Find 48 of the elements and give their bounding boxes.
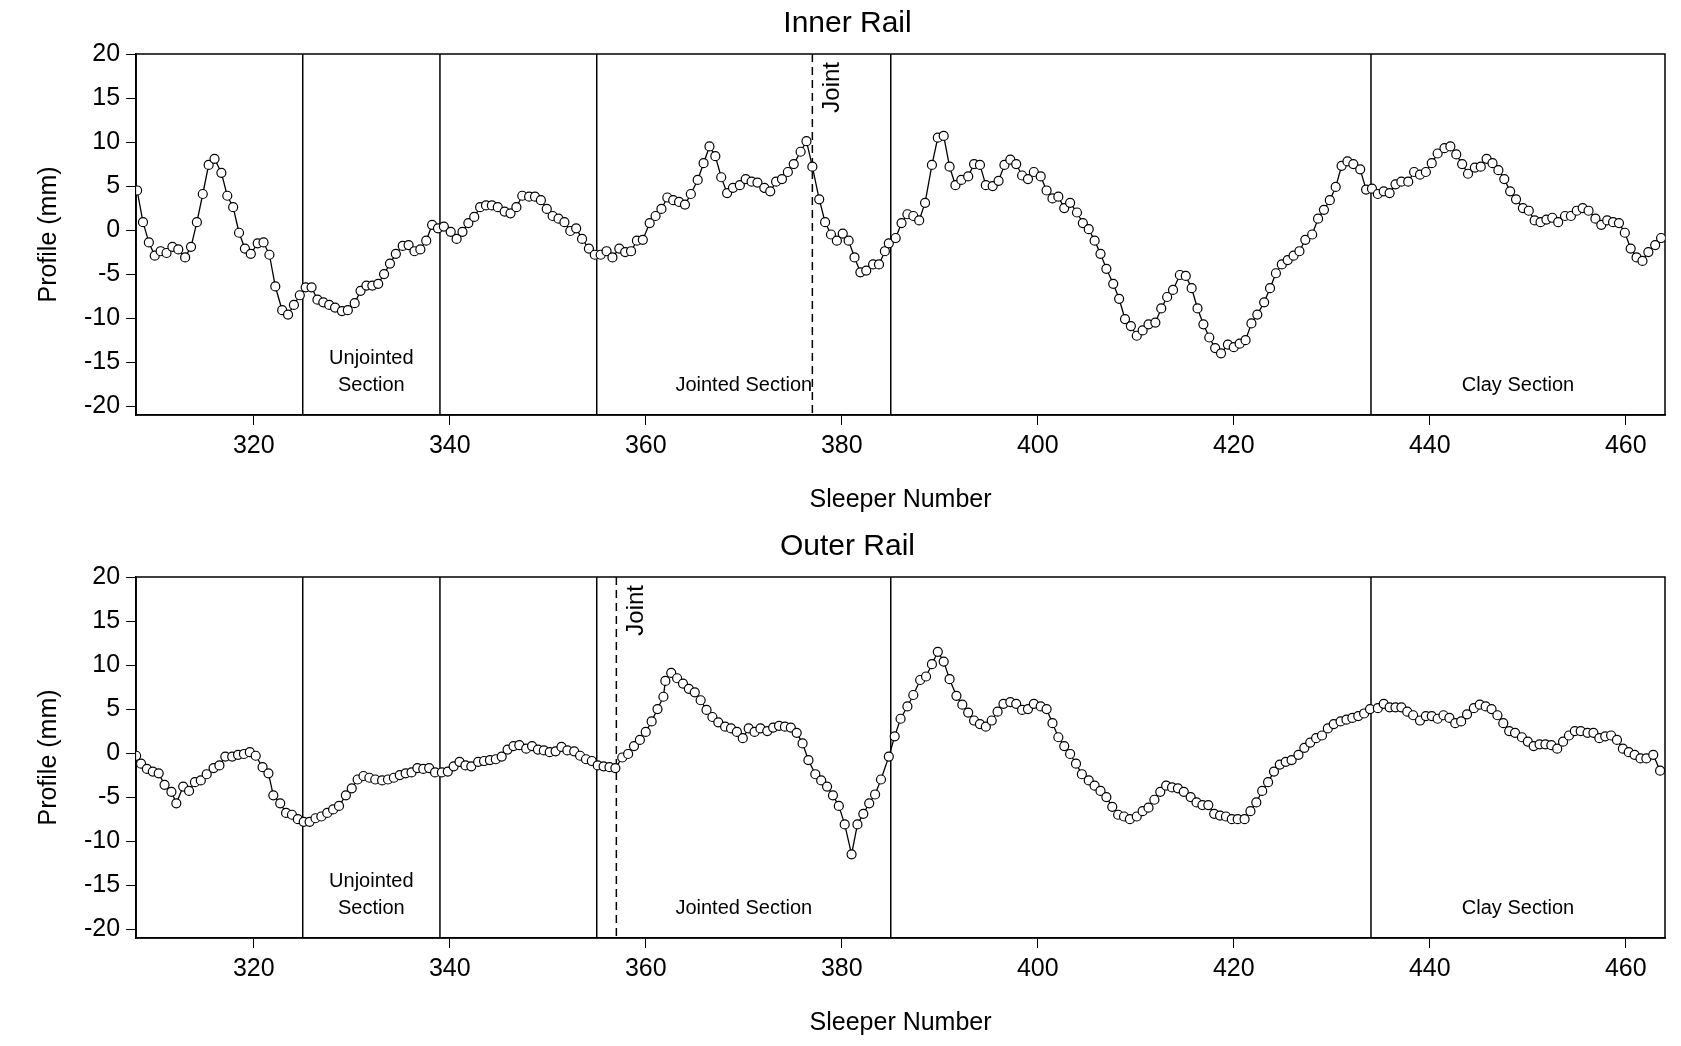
y-tick-label: -10 [83,302,121,331]
chart-title: Outer Rail [779,528,916,562]
x-tick-label: 340 [428,952,471,981]
y-tick-label: 20 [92,37,121,66]
x-tick-label: 380 [820,952,863,981]
y-tick-label: -5 [97,258,121,287]
annotation: Unjointed Section [329,345,414,395]
x-tick-label: 340 [428,429,471,458]
y-tick-label: 10 [92,125,121,154]
annotation: Unjointed Section [329,868,414,918]
y-tick-label: -10 [83,825,121,854]
y-tick-label: -15 [83,869,121,898]
x-tick-label: 400 [1016,429,1059,458]
x-tick-label: 460 [1604,429,1647,458]
annotation: Jointed Section [675,895,813,918]
y-tick-label: -20 [83,390,121,419]
chart-title: Inner Rail [783,5,912,39]
x-tick-label: 440 [1408,952,1451,981]
y-tick-label: -5 [97,781,121,810]
x-tick-label: 420 [1212,429,1255,458]
x-tick-label: 440 [1408,429,1451,458]
y-tick-label: 0 [106,213,121,242]
x-axis-title: Sleeper Number [809,483,992,512]
annotation: Clay Section [1461,895,1575,918]
y-tick-label: -20 [83,913,121,942]
y-tick-label: -15 [83,346,121,375]
y-tick-label: 5 [106,692,121,721]
y-tick-label: 5 [106,169,121,198]
y-tick-label: 0 [106,736,121,765]
x-tick-label: 360 [624,429,667,458]
y-tick-label: 15 [92,81,121,110]
ref-line-label: Joint [620,584,648,636]
x-axis-title: Sleeper Number [809,1006,992,1035]
x-tick-label: 320 [232,429,275,458]
x-tick-label: 420 [1212,952,1255,981]
x-tick-label: 400 [1016,952,1059,981]
y-axis-title: Profile (mm) [32,166,61,303]
y-tick-label: 15 [92,604,121,633]
annotation: Clay Section [1461,372,1575,395]
y-axis-title: Profile (mm) [32,689,61,826]
annotation: Jointed Section [675,372,813,395]
x-tick-label: 320 [232,952,275,981]
x-tick-label: 360 [624,952,667,981]
y-tick-label: 10 [92,648,121,677]
x-tick-label: 380 [820,429,863,458]
x-tick-label: 460 [1604,952,1647,981]
ref-line-label: Joint [816,61,844,113]
y-tick-label: 20 [92,560,121,589]
